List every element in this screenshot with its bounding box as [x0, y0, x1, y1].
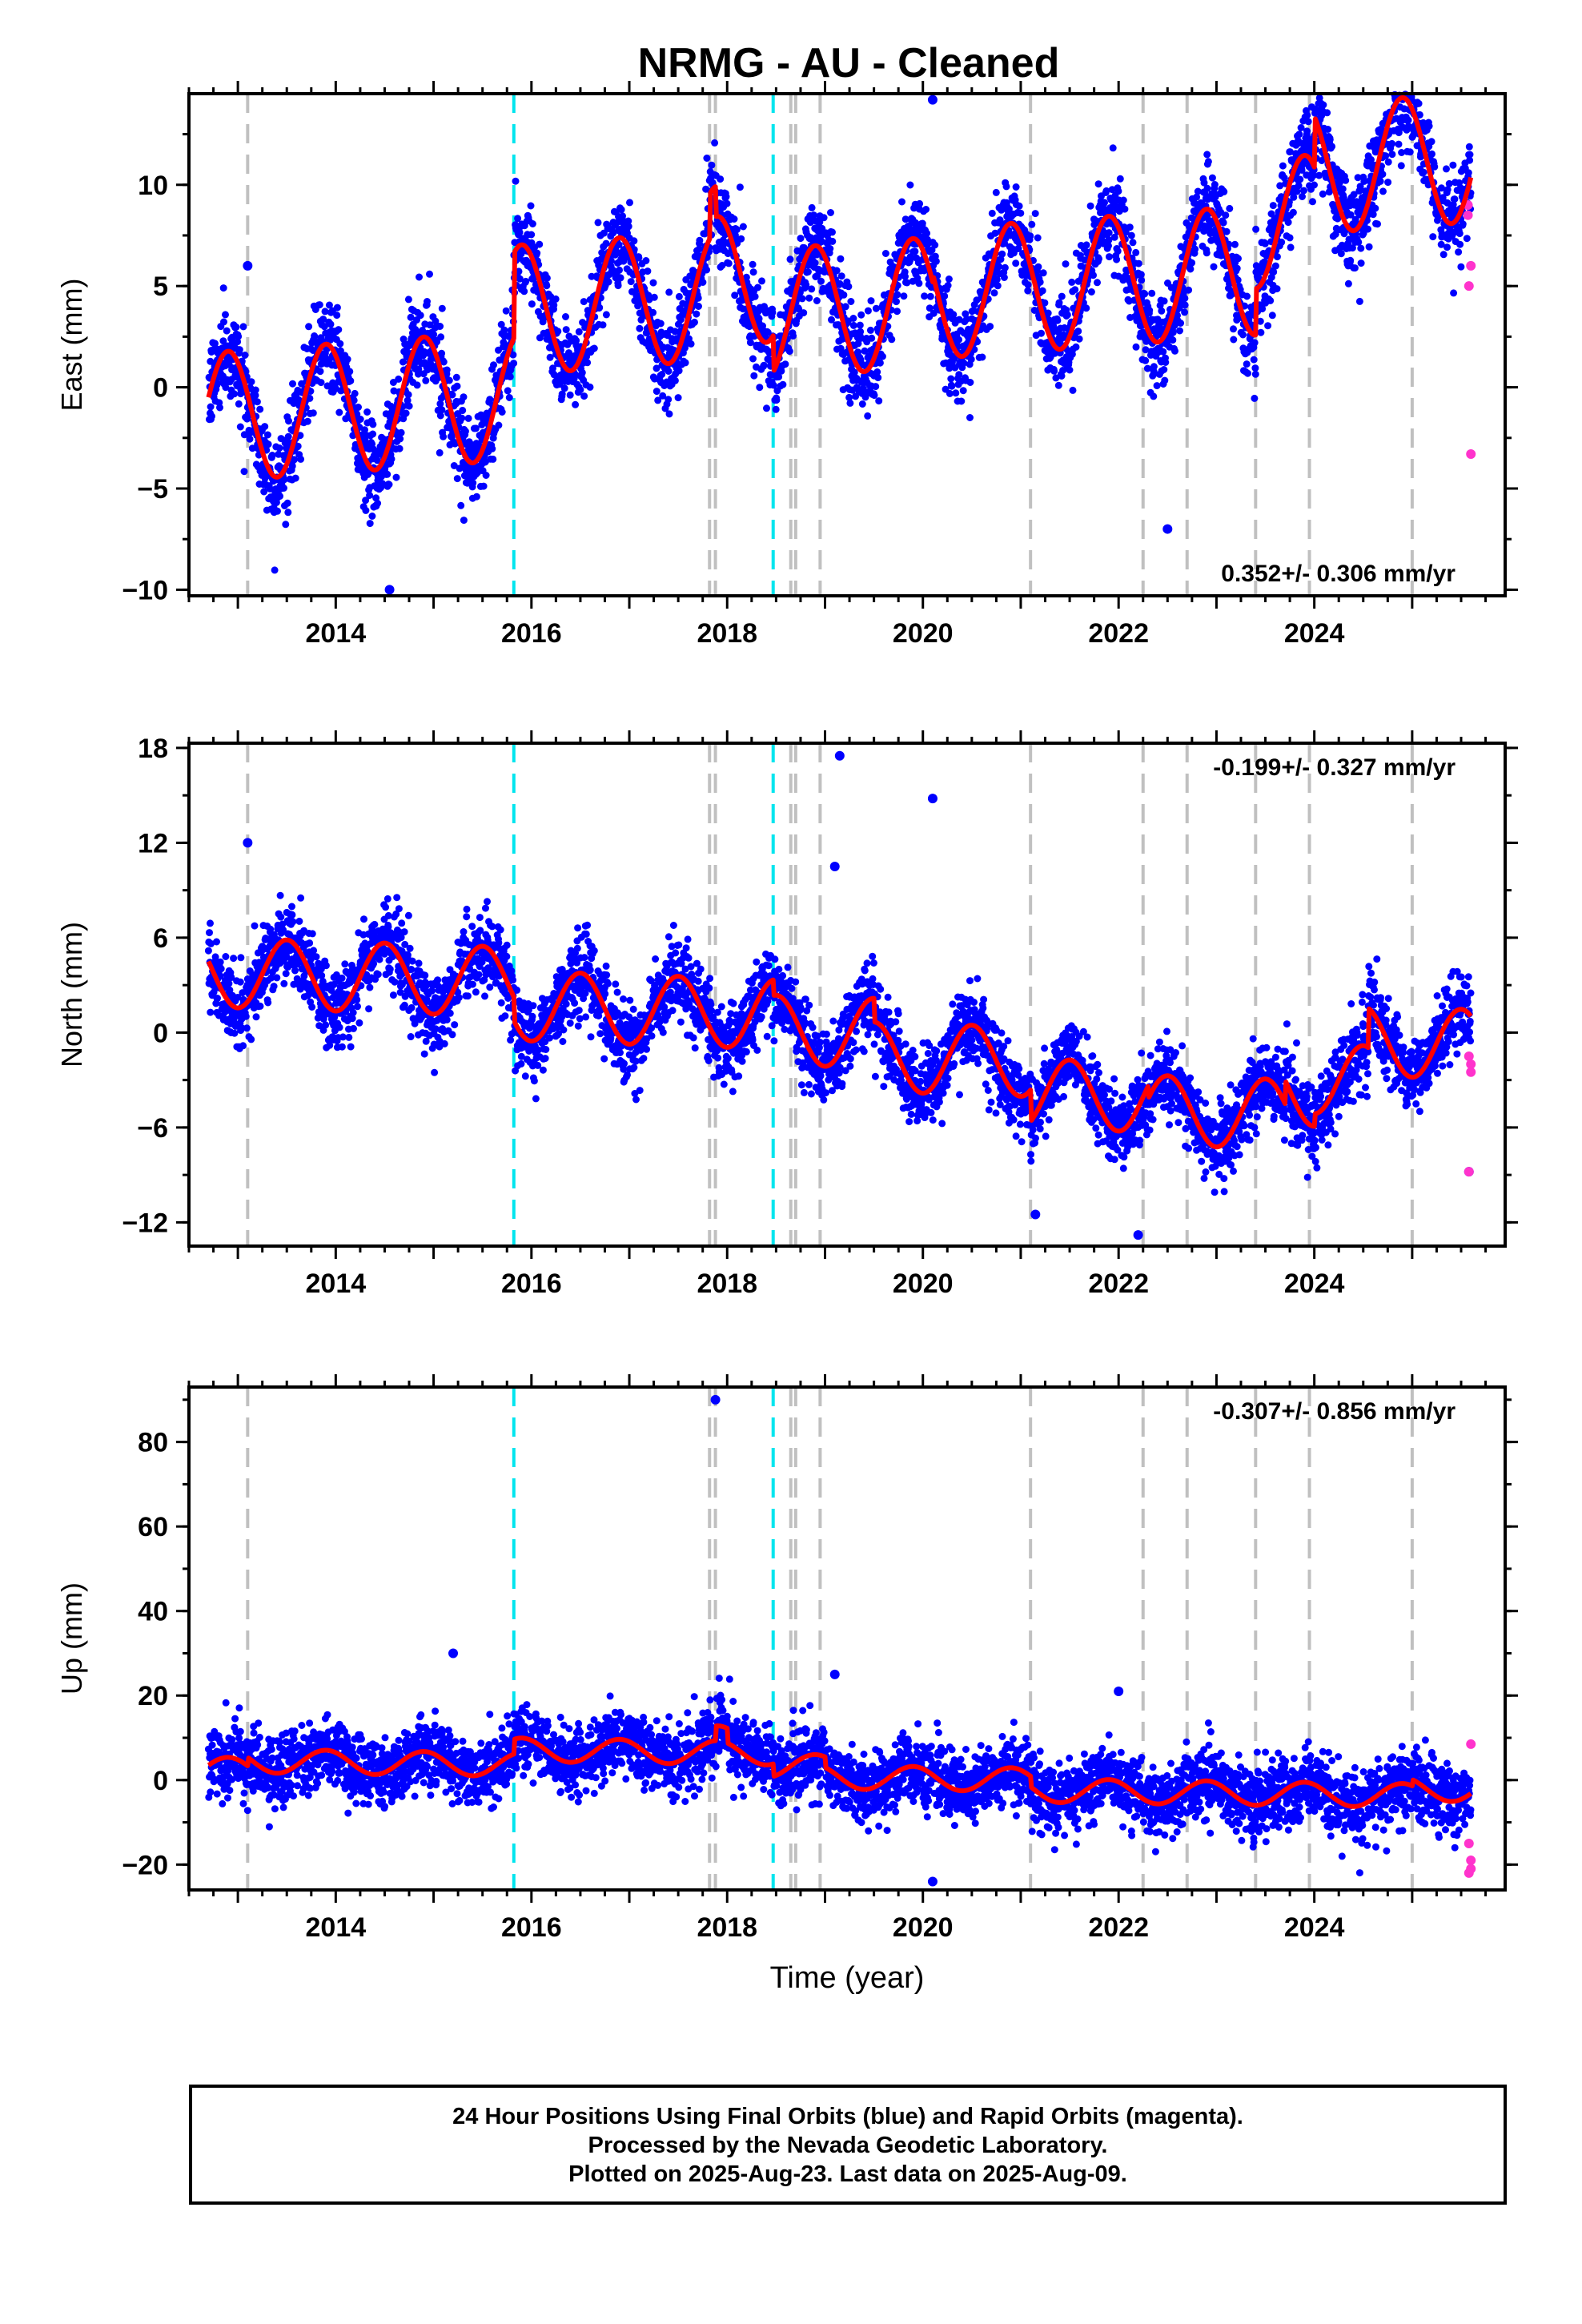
y-tick-label: 12 — [138, 828, 168, 858]
final-orbit-point — [927, 94, 938, 105]
y-tick-label: −12 — [122, 1208, 168, 1238]
rapid-orbit-point — [1466, 1067, 1476, 1077]
x-tick-label: 2024 — [1284, 1269, 1345, 1299]
rapid-orbit-point — [1466, 1739, 1476, 1749]
y-axis-label: North (mm) — [55, 922, 88, 1068]
rapid-orbit-point — [1466, 1059, 1476, 1069]
y-tick-label: 40 — [138, 1597, 168, 1627]
x-tick-label: 2014 — [306, 618, 367, 649]
final-orbit-point — [1133, 1230, 1143, 1240]
final-orbit-point — [834, 750, 845, 761]
final-orbit-points — [204, 891, 1475, 1196]
y-tick-label: −6 — [137, 1113, 168, 1144]
plot-frame — [187, 742, 1507, 1248]
footer-line-1: 24 Hour Positions Using Final Orbits (bl… — [452, 2104, 1243, 2129]
final-orbit-points — [205, 90, 1475, 574]
x-tick-label: 2014 — [306, 1912, 367, 1943]
y-tick-label: 60 — [138, 1512, 168, 1542]
x-tick-label: 2016 — [501, 618, 562, 649]
rate-label: -0.199+/- 0.327 mm/yr — [1213, 754, 1456, 781]
x-tick-label: 2024 — [1284, 618, 1345, 649]
x-tick-label: 2018 — [697, 1912, 757, 1943]
plot-frame — [187, 1385, 1507, 1892]
rapid-orbit-point — [1464, 1868, 1474, 1878]
rapid-orbit-point — [1464, 1051, 1474, 1062]
final-orbit-point — [710, 1394, 721, 1405]
panel-2: 2014 2016 2018 2020 2022 2024 −20 0 20 40 60 80 Up (… — [55, 1374, 1518, 1995]
rapid-orbit-point — [1464, 281, 1474, 292]
y-tick-label: 6 — [153, 923, 168, 954]
final-orbit-point — [243, 838, 253, 848]
y-tick-label: 18 — [138, 734, 168, 764]
plot-frame — [187, 92, 1507, 597]
x-tick-label: 2020 — [893, 1912, 954, 1943]
y-tick-label: 0 — [153, 1018, 168, 1048]
y-tick-label: 10 — [138, 171, 168, 201]
x-tick-label: 2022 — [1088, 1912, 1149, 1943]
x-axis-label: Time (year) — [770, 1961, 925, 1995]
final-orbit-point — [829, 1669, 840, 1679]
x-tick-label: 2024 — [1284, 1912, 1345, 1943]
final-orbit-point — [829, 862, 840, 872]
model-fit-line — [206, 937, 1473, 1150]
final-orbit-point — [1162, 524, 1173, 534]
final-orbit-point — [927, 1876, 938, 1887]
final-orbit-point — [1363, 159, 1373, 170]
x-tick-label: 2016 — [501, 1912, 562, 1943]
rapid-orbit-point — [1466, 449, 1476, 460]
model-fit-line — [206, 94, 1474, 480]
y-tick-label: −20 — [122, 1850, 168, 1880]
footer-line-3: Plotted on 2025-Aug-23. Last data on 202… — [568, 2161, 1127, 2187]
y-axis-label: East (mm) — [55, 279, 88, 412]
rate-label: 0.352+/- 0.306 mm/yr — [1221, 561, 1456, 587]
x-tick-label: 2016 — [501, 1269, 562, 1299]
model-fit-line — [207, 1723, 1473, 1809]
final-orbit-point — [243, 260, 253, 271]
y-tick-label: −10 — [122, 575, 168, 605]
x-tick-label: 2018 — [697, 618, 757, 649]
footer-line-2: Processed by the Nevada Geodetic Laborat… — [588, 2133, 1108, 2158]
y-axis-label: Up (mm) — [55, 1582, 88, 1695]
x-tick-label: 2014 — [306, 1269, 367, 1299]
y-tick-label: 5 — [153, 271, 168, 302]
x-tick-label: 2020 — [893, 1269, 954, 1299]
y-tick-label: 0 — [153, 373, 168, 404]
panel-0: 2014 2016 2018 2020 2022 2024 −10 −5 0 5 10 East (m… — [55, 81, 1518, 649]
rapid-orbit-point — [1466, 1856, 1476, 1866]
rapid-orbit-point — [1466, 260, 1476, 271]
rapid-orbit-point — [1463, 210, 1473, 220]
y-tick-label: 80 — [138, 1428, 168, 1458]
final-orbit-point — [927, 794, 938, 804]
x-tick-label: 2018 — [697, 1269, 757, 1299]
panel-1: 2014 2016 2018 2020 2022 2024 −12 −6 0 6 12 18 North… — [55, 730, 1518, 1299]
x-tick-label: 2020 — [893, 618, 954, 649]
rapid-orbit-point — [1464, 1167, 1474, 1177]
final-orbit-point — [448, 1648, 459, 1659]
y-tick-label: 20 — [138, 1681, 168, 1711]
x-tick-label: 2022 — [1088, 618, 1149, 649]
rapid-orbit-point — [1464, 1838, 1474, 1848]
final-orbit-point — [1114, 1686, 1124, 1696]
rate-label: -0.307+/- 0.856 mm/yr — [1213, 1398, 1456, 1425]
final-orbit-point — [1030, 1209, 1041, 1220]
y-tick-label: 0 — [153, 1766, 168, 1796]
footer-box: 24 Hour Positions Using Final Orbits (bl… — [189, 2085, 1507, 2205]
x-tick-label: 2022 — [1088, 1269, 1149, 1299]
y-tick-label: −5 — [137, 474, 168, 505]
final-orbit-point — [384, 585, 395, 595]
chart-title: NRMG - AU - Cleaned — [638, 40, 1060, 86]
